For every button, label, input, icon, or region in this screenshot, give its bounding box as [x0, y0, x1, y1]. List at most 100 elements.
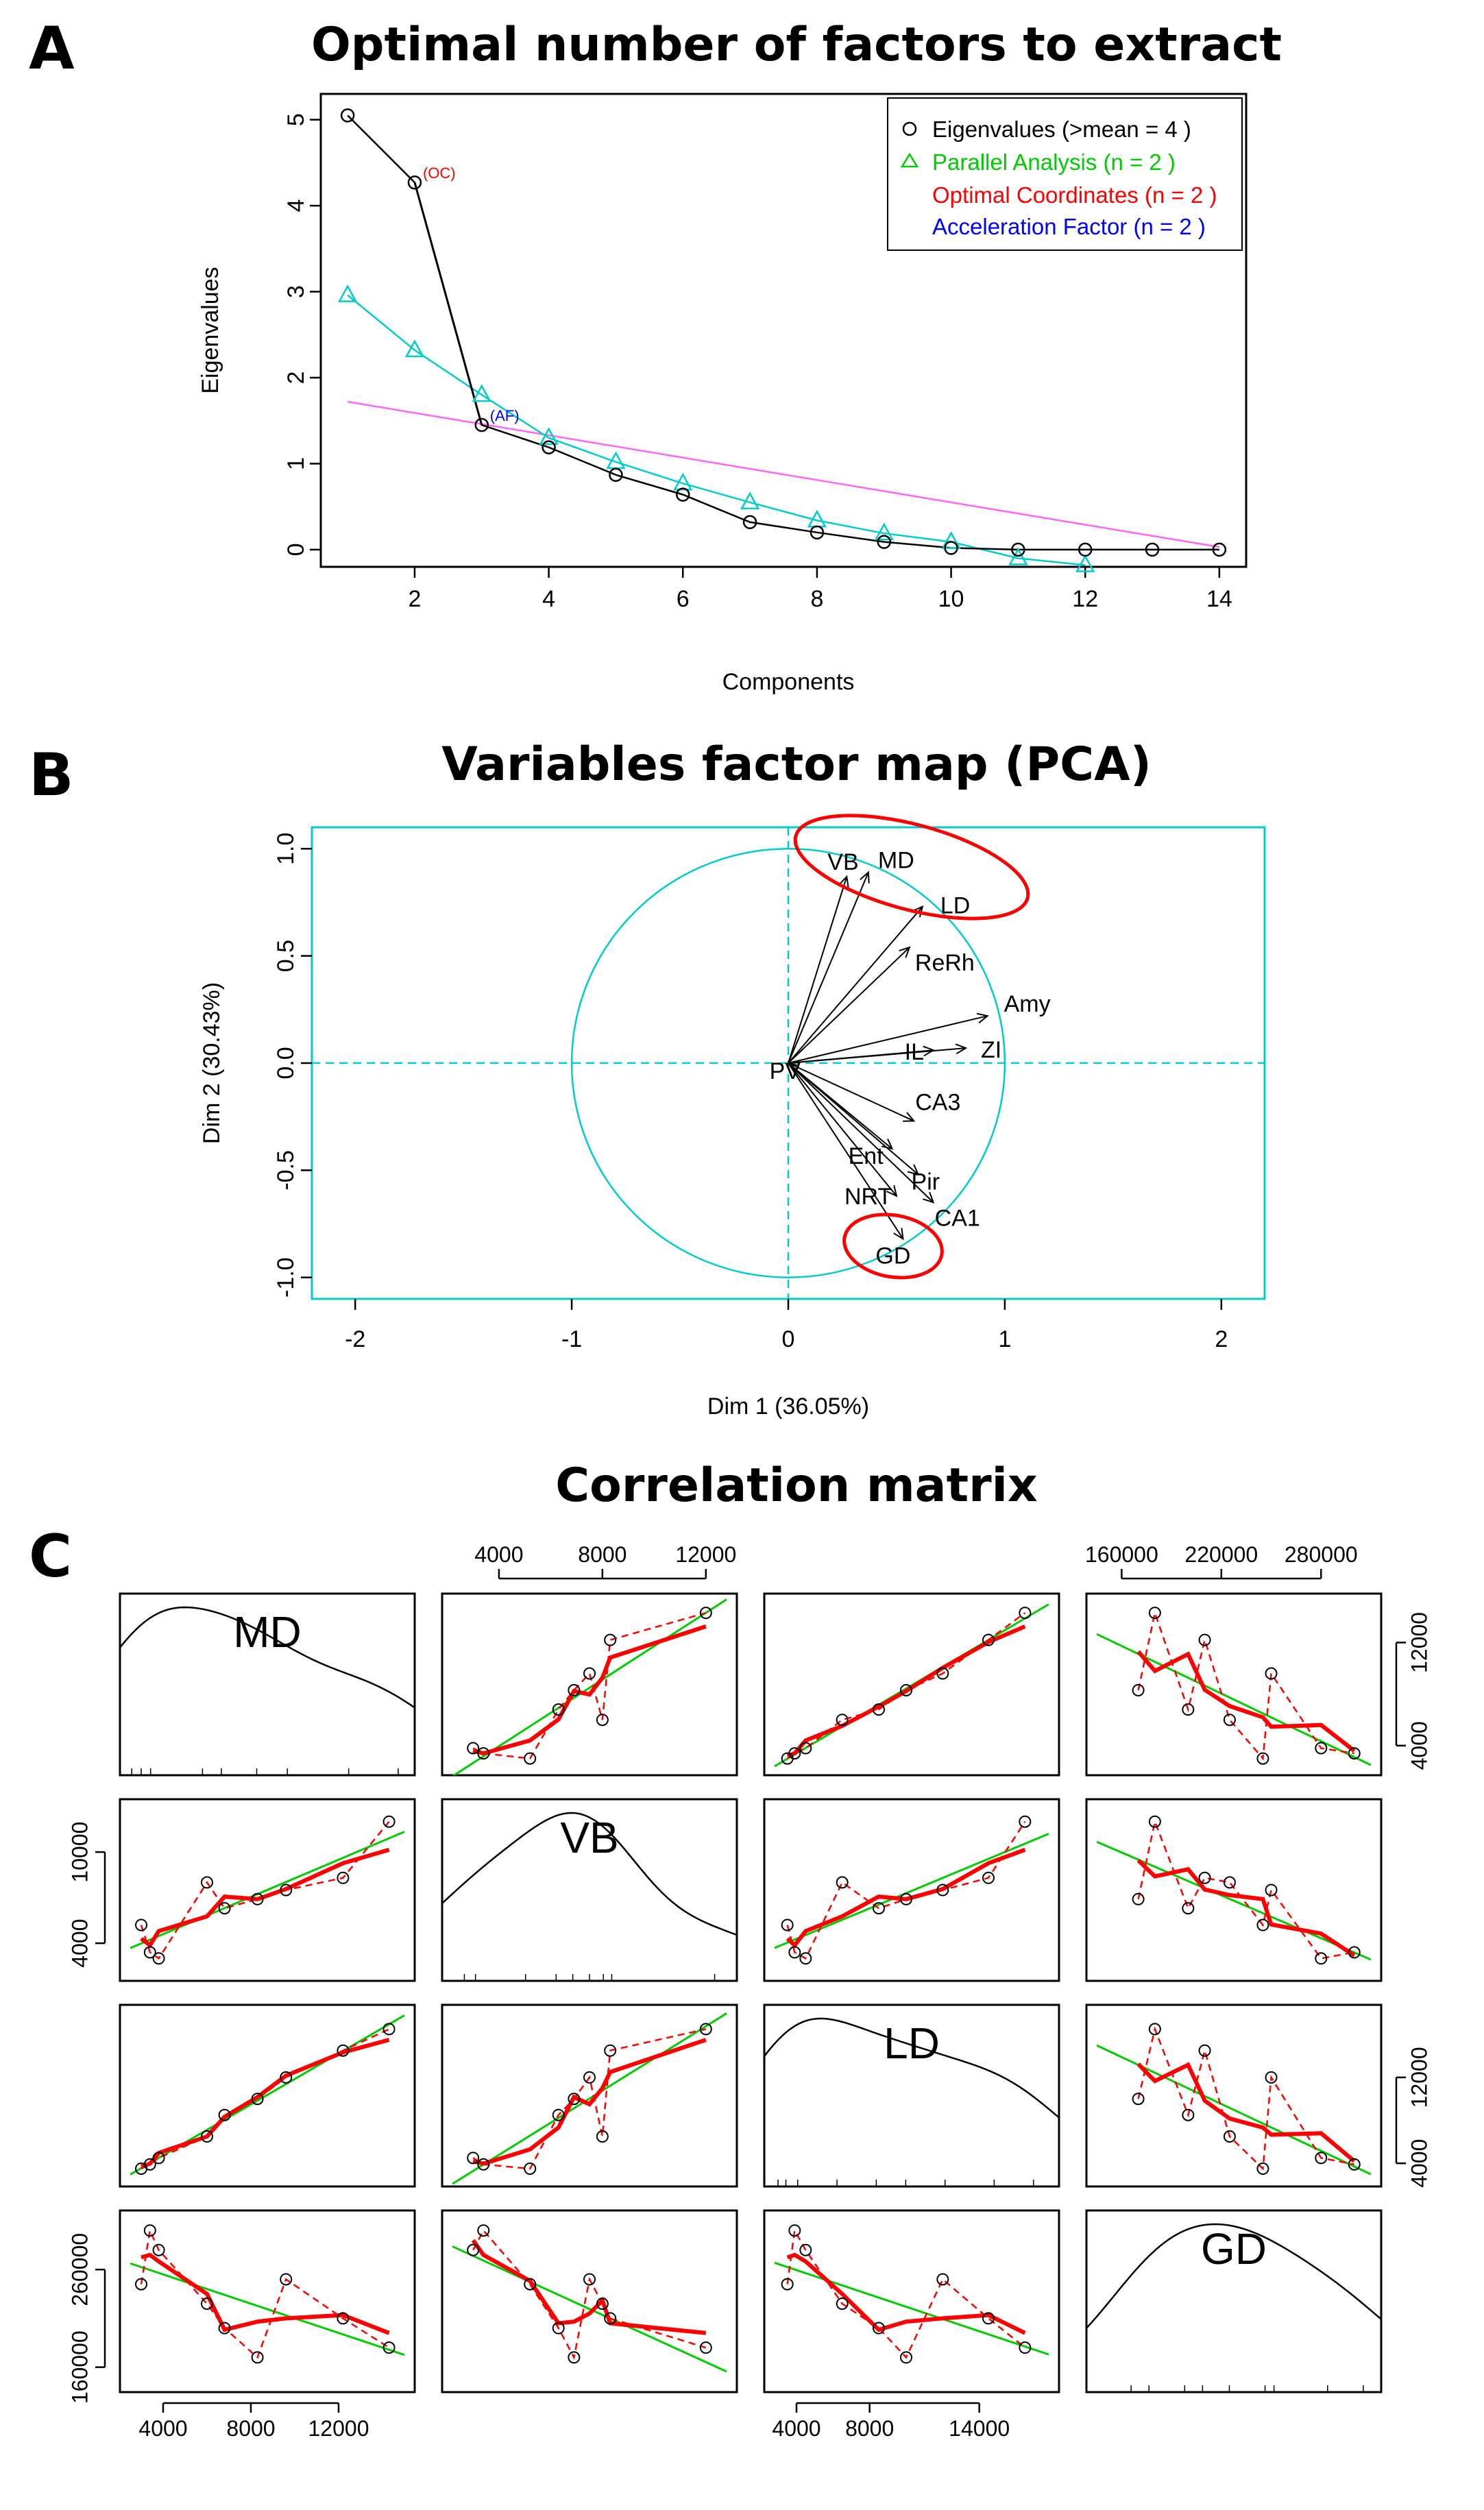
- data-point: [337, 2044, 350, 2057]
- matrix-cell: [441, 1592, 738, 1777]
- cell-frame: [441, 1592, 738, 1777]
- matrix-cell: [1085, 2003, 1383, 2188]
- arrow-head: [860, 870, 870, 884]
- matrix-cell: [119, 2003, 416, 2188]
- data-point: [1223, 1714, 1236, 1727]
- chart-a-xlabel: Components: [722, 669, 855, 695]
- outer-axis-label: 220000: [1184, 1542, 1258, 1567]
- spread-line: [1137, 1609, 1354, 1761]
- regression-line: [130, 2262, 405, 2356]
- parallel-analysis-point: [472, 384, 491, 402]
- data-point: [799, 1952, 812, 1965]
- annotation-label: (AF): [490, 407, 520, 424]
- density-curve: [119, 1606, 415, 1709]
- outer-axis-label: 4000: [772, 2416, 820, 2441]
- matrix-cell: VB: [441, 1798, 738, 1982]
- data-point: [218, 1902, 231, 1915]
- arrow-head: [899, 946, 911, 958]
- variable-name: MD: [233, 1607, 302, 1657]
- legend-circle-icon: [902, 121, 917, 136]
- data-point: [836, 1876, 849, 1889]
- data-point: [982, 1633, 995, 1646]
- eigenvalue-point: [407, 175, 422, 190]
- parallel-analysis-point: [1008, 547, 1028, 565]
- outer-axis-label: 12000: [1407, 2047, 1431, 2108]
- chart-a-title: Optimal number of factors to extract: [311, 18, 1282, 72]
- eigenvalue-point: [742, 515, 757, 530]
- data-point: [596, 2298, 609, 2311]
- chart-c-title: Correlation matrix: [555, 1459, 1038, 1513]
- smoother-line: [472, 2038, 707, 2166]
- data-point: [836, 2298, 849, 2311]
- data-point: [604, 2044, 617, 2057]
- regression-line: [452, 1598, 727, 1775]
- matrix-cell: MD: [119, 1592, 416, 1777]
- loading-arrow: [788, 1047, 966, 1064]
- matrix-cell: [441, 2003, 738, 2188]
- eigenvalue-point: [1078, 542, 1093, 557]
- data-point: [382, 2341, 396, 2354]
- arrow-head: [838, 875, 849, 888]
- data-point: [1132, 2093, 1145, 2106]
- data-point: [1223, 1876, 1236, 1889]
- data-point: [1198, 2044, 1211, 2057]
- data-point: [477, 2158, 490, 2171]
- panel-label-b: B: [29, 741, 74, 809]
- data-point: [218, 2108, 231, 2121]
- cell-frame: [1085, 2003, 1383, 2188]
- outer-axis-label: 12000: [1407, 1612, 1431, 1673]
- data-point: [604, 2312, 617, 2325]
- data-point: [982, 1871, 995, 1884]
- data-point: [781, 2278, 794, 2291]
- matrix-cell: [763, 1592, 1060, 1777]
- data-point: [467, 1742, 480, 1755]
- chart-c: MD VB LD GD 4000 8000 12000 160000 220000 280000 4…: [67, 1542, 1431, 2441]
- chart-a-ylabel: Eigenvalues: [197, 267, 223, 393]
- eigenvalue-point: [676, 487, 690, 502]
- data-point: [143, 2158, 156, 2171]
- data-point: [873, 1703, 885, 1716]
- data-point: [152, 2152, 165, 2165]
- eigenvalue-point: [877, 535, 891, 549]
- cell-content: [130, 2224, 405, 2364]
- chart-a-plot-frame: [319, 93, 1248, 568]
- data-point: [524, 2278, 537, 2291]
- data-point: [382, 1815, 396, 1828]
- data-point: [604, 1633, 617, 1646]
- legend-entry-parallel-analysis: Parallel Analysis (n = 2 ): [932, 149, 1176, 175]
- matrix-cell: [1085, 1798, 1383, 1982]
- cell-content: [452, 2224, 727, 2373]
- x-tick-label: 12: [1072, 586, 1098, 612]
- x-tick-label: 2: [1215, 1326, 1228, 1352]
- data-point: [1019, 1607, 1032, 1620]
- y-tick-label: 4: [283, 199, 309, 212]
- cell-content: [452, 1598, 727, 1775]
- parallel-analysis-point: [740, 491, 760, 510]
- data-point: [583, 2071, 596, 2084]
- density-curve: [1086, 2223, 1382, 2329]
- variable-label: GD: [875, 1243, 910, 1269]
- data-point: [143, 1946, 156, 1959]
- data-point: [568, 1683, 581, 1696]
- cell-content: [774, 1603, 1049, 1768]
- eigenvalue-point: [542, 440, 556, 454]
- optimal-coordinates-line: [347, 400, 1220, 548]
- data-point: [280, 1884, 293, 1897]
- eigenvalue-point: [810, 525, 825, 540]
- regression-line: [774, 2261, 1049, 2356]
- parallel-analysis-line: [347, 294, 1086, 566]
- y-tick-label: -1.0: [273, 1257, 299, 1297]
- data-point: [135, 1918, 147, 1932]
- y-tick-label: 2: [283, 371, 309, 385]
- outer-axis-label: 4000: [1407, 1721, 1431, 1770]
- outer-axis-label: 8000: [845, 2416, 894, 2441]
- y-tick-label: 0: [283, 543, 309, 556]
- data-point: [836, 1714, 849, 1727]
- chart-a-points: (OC) (AF): [338, 108, 1227, 572]
- data-point: [900, 1683, 912, 1696]
- parallel-analysis-point: [941, 531, 961, 549]
- loading-arrow: [788, 1015, 988, 1064]
- variable-label: NRT: [844, 1184, 892, 1210]
